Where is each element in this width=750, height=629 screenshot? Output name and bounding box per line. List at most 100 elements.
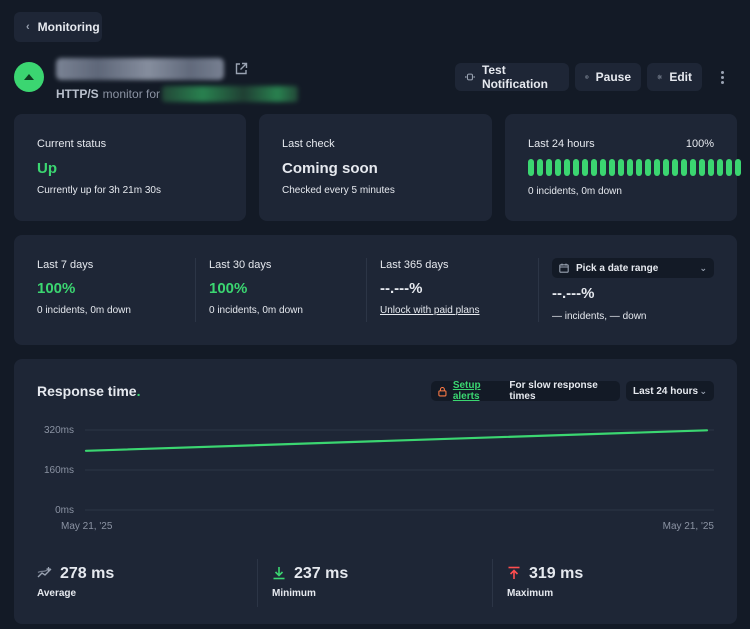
monitor-type: HTTP/S <box>56 87 99 101</box>
divider <box>257 559 258 607</box>
uptime-bar <box>681 159 687 176</box>
last-check-card: Last check Coming soon Checked every 5 m… <box>259 114 492 221</box>
arrow-up-bar-icon <box>508 566 520 579</box>
custom-range-detail: — incidents, — down <box>552 311 647 322</box>
average-value: 278 ms <box>60 565 115 582</box>
x-tick-label: May 21, '25 <box>663 521 715 532</box>
y-tick-label: 160ms <box>44 465 74 476</box>
period-30d-value: 100% <box>209 280 248 297</box>
uptime-bars <box>528 159 741 176</box>
more-vertical-icon <box>720 70 724 74</box>
uptime-bar <box>654 159 660 176</box>
minimum-label: Minimum <box>272 588 316 599</box>
uptime-bar <box>528 159 534 176</box>
uptime-bar <box>645 159 651 176</box>
maximum-label: Maximum <box>507 588 554 599</box>
monitor-url-redacted <box>162 86 299 102</box>
divider <box>195 258 196 322</box>
response-time-line <box>84 429 709 452</box>
test-notification-button[interactable]: Test Notification <box>455 63 569 91</box>
lock-icon <box>438 386 447 396</box>
divider <box>538 258 539 322</box>
last-check-label: Last check <box>282 138 335 150</box>
arrow-down-icon <box>273 567 285 580</box>
period-7d-label: Last 7 days <box>37 259 94 271</box>
minimum-value: 237 ms <box>294 565 349 582</box>
uptime-bar <box>546 159 552 176</box>
date-range-picker[interactable]: Pick a date range ⌄ <box>552 258 714 278</box>
y-tick-label: 0ms <box>55 505 74 516</box>
uptime-bar <box>564 159 570 176</box>
average-label: Average <box>37 588 77 599</box>
y-tick-label: 320ms <box>44 425 74 436</box>
period-365d-value: --.---% <box>380 280 423 297</box>
notification-icon <box>465 73 475 81</box>
current-status-value: Up <box>37 160 57 177</box>
edit-button[interactable]: Edit <box>647 63 702 91</box>
gear-icon <box>657 74 662 80</box>
uptime-periods-card: Last 7 days 100% 0 incidents, 0m down La… <box>14 235 737 345</box>
x-tick-label: May 21, '25 <box>61 521 113 532</box>
uptime-bar <box>573 159 579 176</box>
uptime-bar <box>708 159 714 176</box>
uptime-bar <box>555 159 561 176</box>
test-notification-label: Test Notification <box>481 63 548 91</box>
response-time-card: Response time. <box>14 359 737 624</box>
uptime-bar <box>699 159 705 176</box>
time-range-value: Last 24 hours <box>633 385 699 397</box>
divider <box>492 559 493 607</box>
uptime-bar <box>609 159 615 176</box>
last-24-hours-percent: 100% <box>685 138 714 150</box>
setup-alerts-suffix: For slow response times <box>509 380 598 402</box>
back-to-monitoring-button[interactable]: ‹ Monitoring <box>14 12 102 42</box>
uptime-bar <box>636 159 642 176</box>
chevron-down-icon: ⌄ <box>699 385 707 396</box>
current-status-detail: Currently up for 3h 21m 30s <box>37 185 161 196</box>
monitor-subtitle-suffix: monitor for <box>102 87 161 101</box>
uptime-bar <box>600 159 606 176</box>
uptime-bar <box>627 159 633 176</box>
status-up-icon <box>14 62 44 92</box>
edit-label: Edit <box>669 70 692 84</box>
uptime-bar <box>591 159 597 176</box>
uptime-bar <box>663 159 669 176</box>
average-icon <box>37 567 52 578</box>
calendar-icon <box>559 263 569 273</box>
last-check-value: Coming soon <box>282 160 378 177</box>
uptime-bar <box>618 159 624 176</box>
setup-alerts-link[interactable]: Setup alerts <box>452 380 481 402</box>
pause-button[interactable]: Pause <box>575 63 641 91</box>
arrow-up-icon <box>24 74 34 80</box>
pause-label: Pause <box>595 70 631 84</box>
last-24-hours-label: Last 24 hours <box>528 138 595 150</box>
maximum-value: 319 ms <box>529 565 584 582</box>
chevron-down-icon: ⌄ <box>699 262 707 273</box>
last-24-hours-detail: 0 incidents, 0m down <box>528 186 622 197</box>
period-30d-label: Last 30 days <box>209 259 272 271</box>
time-range-select[interactable]: Last 24 hours ⌄ <box>626 381 714 401</box>
uptime-bar <box>735 159 741 176</box>
unlock-paid-plans-link[interactable]: Unlock with paid plans <box>380 305 480 316</box>
uptime-bar <box>726 159 732 176</box>
uptime-bar <box>582 159 588 176</box>
period-7d-detail: 0 incidents, 0m down <box>37 305 131 316</box>
more-options-button[interactable] <box>712 66 732 88</box>
monitor-name-redacted <box>56 58 224 80</box>
period-30d-detail: 0 incidents, 0m down <box>209 305 303 316</box>
response-time-title: Response time. <box>37 383 141 399</box>
uptime-bar <box>672 159 678 176</box>
chevron-left-icon: ‹ <box>26 21 30 33</box>
setup-alerts-box: Setup alerts For slow response times <box>431 380 620 402</box>
last-check-detail: Checked every 5 minutes <box>282 185 395 196</box>
period-365d-label: Last 365 days <box>380 259 449 271</box>
uptime-bar <box>537 159 543 176</box>
monitor-subtitle: HTTP/S monitor for <box>56 86 299 102</box>
external-link-icon[interactable] <box>234 62 248 76</box>
uptime-bar <box>690 159 696 176</box>
current-status-label: Current status <box>37 138 107 150</box>
back-button-label: Monitoring <box>37 20 100 34</box>
date-range-label: Pick a date range <box>576 262 659 274</box>
period-7d-value: 100% <box>37 280 76 297</box>
custom-range-value: --.---% <box>552 285 595 302</box>
